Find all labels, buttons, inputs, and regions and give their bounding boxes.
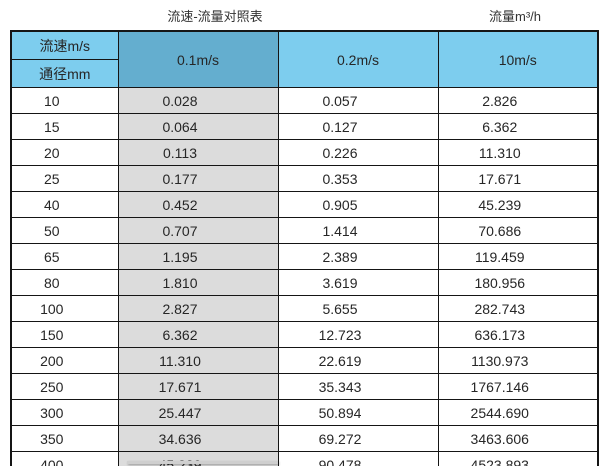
flow-value-cell: 3.619 <box>277 269 439 296</box>
flow-value-cell: 17.671 <box>437 165 599 192</box>
diameter-cell: 350 <box>10 425 119 452</box>
header-velocity-label: 流速m/s <box>10 30 119 60</box>
flow-value-cell: 90.478 <box>277 451 439 466</box>
diameter-cell: 50 <box>10 217 119 244</box>
flow-value-cell: 0.226 <box>277 139 439 166</box>
table-header: 流速m/s 0.1m/s 0.2m/s 10m/s 通径mm <box>10 30 599 88</box>
header-diameter-label: 通径mm <box>10 59 119 88</box>
flow-value-cell: 2.826 <box>437 87 599 114</box>
header-row-bottom: 通径mm <box>10 59 598 88</box>
diameter-cell: 65 <box>10 243 119 270</box>
titles-bar: 流速-流量对照表 流量m³/h <box>0 0 600 30</box>
flow-value-cell: 0.064 <box>117 113 279 140</box>
flow-value-cell: 2.389 <box>277 243 439 270</box>
flow-value-cell: 180.956 <box>437 269 599 296</box>
diameter-cell: 200 <box>10 347 119 374</box>
flow-value-cell: 69.272 <box>277 425 439 452</box>
table-row: 100 2.827 5.655 282.743 <box>10 295 599 322</box>
flow-value-cell: 0.707 <box>117 217 279 244</box>
flow-value-cell: 0.452 <box>117 191 279 218</box>
flow-value-cell: 35.343 <box>277 373 439 400</box>
diameter-cell: 100 <box>10 295 119 322</box>
table-row: 350 34.636 69.272 3463.606 <box>10 425 599 452</box>
flow-value-cell: 11.310 <box>437 139 599 166</box>
diameter-cell: 15 <box>10 113 119 140</box>
flow-value-cell: 1130.973 <box>437 347 599 374</box>
table-row: 65 1.195 2.389 119.459 <box>10 243 599 270</box>
header-col-10ms: 10m/s <box>437 30 599 88</box>
flow-value-cell: 1.810 <box>117 269 279 296</box>
flow-value-cell: 6.362 <box>117 321 279 348</box>
diameter-cell: 400 <box>10 451 119 466</box>
flow-value-cell: 5.655 <box>277 295 439 322</box>
table-row: 40 0.452 0.905 45.239 <box>10 191 599 218</box>
flow-value-cell: 22.619 <box>277 347 439 374</box>
diameter-cell: 10 <box>10 87 119 114</box>
flow-value-cell: 4523.893 <box>437 451 599 466</box>
table-row: 25 0.177 0.353 17.671 <box>10 165 599 192</box>
flow-value-cell: 34.636 <box>117 425 279 452</box>
flow-value-cell: 282.743 <box>437 295 599 322</box>
table-row: 150 6.362 12.723 636.173 <box>10 321 599 348</box>
flow-value-cell: 1.195 <box>117 243 279 270</box>
diameter-cell: 40 <box>10 191 119 218</box>
flow-value-cell: 0.905 <box>277 191 439 218</box>
flow-value-cell: 0.028 <box>117 87 279 114</box>
flow-value-cell: 0.353 <box>277 165 439 192</box>
flow-value-cell: 3463.606 <box>437 425 599 452</box>
diameter-cell: 250 <box>10 373 119 400</box>
header-col-0-2ms: 0.2m/s <box>277 30 439 88</box>
flow-rate-table: 流速m/s 0.1m/s 0.2m/s 10m/s 通径mm 10 0.028 0.… <box>10 30 599 466</box>
flow-value-cell: 6.362 <box>437 113 599 140</box>
diameter-cell: 150 <box>10 321 119 348</box>
table-row: 15 0.064 0.127 6.362 <box>10 113 599 140</box>
flow-value-cell: 45.239 <box>437 191 599 218</box>
flow-value-cell: 0.057 <box>277 87 439 114</box>
highlight-column-shadow <box>127 461 278 464</box>
table-body: 10 0.028 0.057 2.826 15 0.064 0.127 6.362 20 0.11… <box>10 87 599 466</box>
table-row: 200 11.310 22.619 1130.973 <box>10 347 599 374</box>
flow-value-cell: 12.723 <box>277 321 439 348</box>
header-row-top: 流速m/s 0.1m/s 0.2m/s 10m/s <box>10 30 599 88</box>
flow-value-cell: 25.447 <box>117 399 279 426</box>
flow-value-cell: 1.414 <box>277 217 439 244</box>
flow-value-cell: 50.894 <box>277 399 439 426</box>
diameter-cell: 20 <box>10 139 119 166</box>
flow-value-cell: 2.827 <box>117 295 279 322</box>
diameter-cell: 300 <box>10 399 119 426</box>
flow-value-cell: 0.113 <box>117 139 279 166</box>
flow-value-cell: 119.459 <box>437 243 599 270</box>
flow-value-cell: 70.686 <box>437 217 599 244</box>
table-row: 80 1.810 3.619 180.956 <box>10 269 599 296</box>
table-row: 10 0.028 0.057 2.826 <box>10 87 599 114</box>
table-row: 20 0.113 0.226 11.310 <box>10 139 599 166</box>
flow-value-cell: 0.177 <box>117 165 279 192</box>
header-col-0-1ms: 0.1m/s <box>117 30 279 88</box>
diameter-cell: 80 <box>10 269 119 296</box>
flow-unit-label: 流量m³/h <box>488 9 541 24</box>
table-row: 50 0.707 1.414 70.686 <box>10 217 599 244</box>
diameter-cell: 25 <box>10 165 119 192</box>
flow-value-cell: 11.310 <box>117 347 279 374</box>
flow-value-cell: 2544.690 <box>437 399 599 426</box>
table-title: 流速-流量对照表 <box>167 9 263 24</box>
flow-value-cell: 17.671 <box>117 373 279 400</box>
flow-value-cell: 636.173 <box>437 321 599 348</box>
table-row: 250 17.671 35.343 1767.146 <box>10 373 599 400</box>
table-row: 300 25.447 50.894 2544.690 <box>10 399 599 426</box>
flow-value-cell: 1767.146 <box>437 373 599 400</box>
flow-value-cell: 0.127 <box>277 113 439 140</box>
